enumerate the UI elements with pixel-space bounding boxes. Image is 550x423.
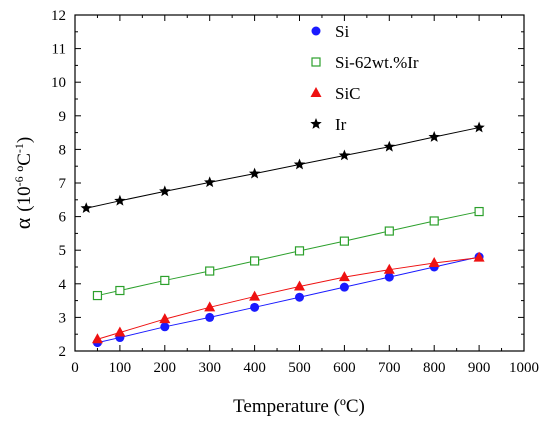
data-point [91,333,103,344]
y-axis-units-exp2: -1 [12,143,26,153]
legend-marker [310,87,322,97]
series-line [97,256,480,344]
data-point [160,275,170,286]
data-point [384,226,394,236]
x-tick-label: 200 [154,360,177,376]
y-axis-units-prefix: (10 [14,186,35,211]
data-point [383,140,396,152]
x-tick-label: 600 [333,360,356,376]
data-point [249,290,261,301]
data-point [339,282,349,292]
legend-marker [311,26,321,36]
x-tick-label: 400 [243,360,266,376]
data-point [115,285,125,296]
x-tick-label: 500 [288,360,311,376]
y-tick-label: 10 [51,75,66,91]
data-point [429,216,439,226]
y-axis-units-mid: ºC [14,153,35,176]
y-tick-label: 12 [51,8,66,24]
data-point [250,256,260,266]
data-point [473,251,485,262]
data-point [114,194,126,206]
series-line [86,127,480,209]
legend-marker [311,57,321,67]
data-point [250,302,260,312]
data-point [295,292,304,302]
x-tick-label: 0 [71,360,79,376]
series-ir [80,121,485,214]
legend-label: Ir [335,115,347,134]
data-point [294,280,305,291]
data-point [428,256,440,267]
axis-ticks [74,14,525,352]
data-point [248,167,261,179]
x-axis-title: Temperature (ºC) [233,396,365,417]
y-tick-label: 9 [59,109,67,125]
y-tick-label: 3 [59,310,67,326]
y-tick-label: 7 [59,176,67,192]
legend-entry: Si-62wt.%Ir [311,53,419,72]
x-tick-label: 700 [378,360,401,376]
data-point [92,290,103,301]
data-point [80,202,92,214]
x-tick-label: 1000 [509,360,539,376]
legend-entry: Si [311,22,349,41]
series-line [97,257,480,340]
y-tick-label: 5 [59,243,67,259]
series-layer [80,121,485,348]
data-point [205,312,215,322]
data-point [339,236,349,246]
data-point [204,301,216,312]
series-si [92,252,484,348]
data-point [160,322,170,332]
y-tick-label: 11 [52,42,66,58]
legend-label: Si [335,22,349,41]
y-tick-label: 6 [59,210,67,226]
svg-text:α(10-6 ºC-1): α (10-6 ºC-1) [10,137,35,230]
data-point [114,326,126,337]
data-point [205,266,215,276]
legend: Si Si-62wt.%Ir SiC Ir [310,22,419,134]
data-point [203,176,216,188]
data-point [384,272,394,282]
legend-label: SiC [335,84,361,103]
data-point [294,246,305,256]
legend-entry: Ir [310,115,347,134]
y-tick-label: 4 [59,277,67,293]
data-point [159,313,171,324]
data-point [383,263,395,274]
data-point [474,206,484,217]
legend-marker [310,118,322,129]
y-tick-label: 8 [59,142,67,158]
y-axis-units-suffix: ) [14,137,35,143]
x-tick-label: 900 [468,360,491,376]
data-point [159,185,171,197]
data-point [338,149,351,161]
x-tick-label: 800 [423,360,446,376]
data-point [473,121,485,133]
x-tick-label: 100 [109,360,132,376]
series-si-62wt-ir [92,206,484,301]
series-sic [91,251,485,344]
y-axis-title: α (10-6 ºC-1) [10,137,35,230]
y-axis-units-exp1: -6 [12,176,26,186]
legend-label: Si-62wt.%Ir [335,53,419,72]
data-point [293,158,306,170]
data-point [428,130,440,142]
axis-tick-labels: 0 100 200 300 400 500 600 700 800 900 1000 2 3 4 5 6 7 8 9… [51,8,539,376]
series-line [97,211,480,297]
legend-entry: SiC [310,84,361,103]
x-tick-label: 300 [198,360,221,376]
data-point [338,271,350,282]
y-tick-label: 2 [59,344,67,360]
y-axis-symbol: α [10,217,35,229]
